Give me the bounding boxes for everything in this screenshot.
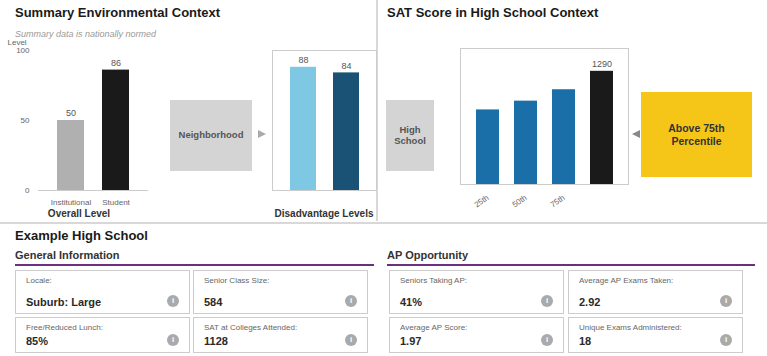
html-text:584: 584: [204, 296, 223, 308]
html-text:2.92: 2.92: [579, 296, 601, 308]
svg-text:25th: 25th: [473, 193, 491, 209]
html-text:41%: 41%: [400, 296, 422, 308]
svg-text:Institutional: Institutional: [51, 198, 92, 207]
html-text:Seniors Taking AP:: Seniors Taking AP:: [400, 276, 467, 285]
html-text:85%: 85%: [26, 335, 48, 347]
html-text:Average AP Score:: Average AP Score:: [400, 323, 468, 332]
html-text:Above 75th Percentile: Above 75th Percentile: [668, 122, 725, 147]
svg-text:75th: 75th: [549, 193, 567, 209]
html-text:Disadvantage Levels: Disadvantage Levels: [274, 208, 374, 219]
html-text:Summary Environmental Context: Summary Environmental Context: [15, 5, 221, 20]
html-text:i: i: [545, 335, 549, 344]
html-text:1.97: 1.97: [400, 335, 422, 347]
svg-text:Level: Level: [8, 38, 27, 47]
html-text:Senior Class Size:: Senior Class Size:: [204, 276, 270, 285]
html-text:Locale:: Locale:: [26, 276, 52, 285]
html-text:High School: High School: [394, 123, 426, 146]
svg-text:88: 88: [298, 55, 308, 65]
html-text:i: i: [171, 296, 175, 305]
svg-text:50: 50: [21, 116, 30, 125]
html-text:Free/Reduced Lunch:: Free/Reduced Lunch:: [26, 323, 103, 332]
html-text:Summary data is nationally nor: Summary data is nationally normed: [15, 29, 157, 39]
html-text:18: 18: [579, 335, 592, 347]
html-text:i: i: [545, 296, 549, 305]
html-text:Unique Exams Administered:: Unique Exams Administered:: [579, 323, 682, 332]
html-text:i: i: [724, 296, 728, 305]
svg-text:0: 0: [25, 186, 30, 195]
html-text:Neighborhood: Neighborhood: [178, 129, 244, 140]
html-text:1128: 1128: [204, 335, 228, 347]
svg-text:1290: 1290: [592, 59, 612, 69]
html-text:i: i: [349, 296, 353, 305]
svg-text:50th: 50th: [511, 193, 529, 209]
html-text:Overall Level: Overall Level: [47, 208, 111, 219]
html-text:Suburb: Large: Suburb: Large: [26, 296, 102, 308]
html-text:i: i: [171, 335, 175, 344]
html-text:i: i: [349, 335, 353, 344]
svg-text:86: 86: [111, 58, 121, 68]
html-text:General Information: General Information: [15, 249, 120, 261]
svg-text:84: 84: [341, 61, 351, 71]
html-text:SAT Score in High School Conte: SAT Score in High School Context: [387, 5, 599, 20]
html-text:i: i: [724, 335, 728, 344]
html-text:AP Opportunity: AP Opportunity: [387, 249, 469, 261]
html-text:Average AP Exams Taken:: Average AP Exams Taken:: [579, 276, 674, 285]
html-text:Example High School: Example High School: [15, 228, 148, 243]
svg-text:Student: Student: [102, 198, 130, 207]
svg-text:100: 100: [16, 46, 30, 55]
html-text:SAT at Colleges Attended:: SAT at Colleges Attended:: [204, 323, 298, 332]
svg-text:50: 50: [66, 108, 76, 118]
